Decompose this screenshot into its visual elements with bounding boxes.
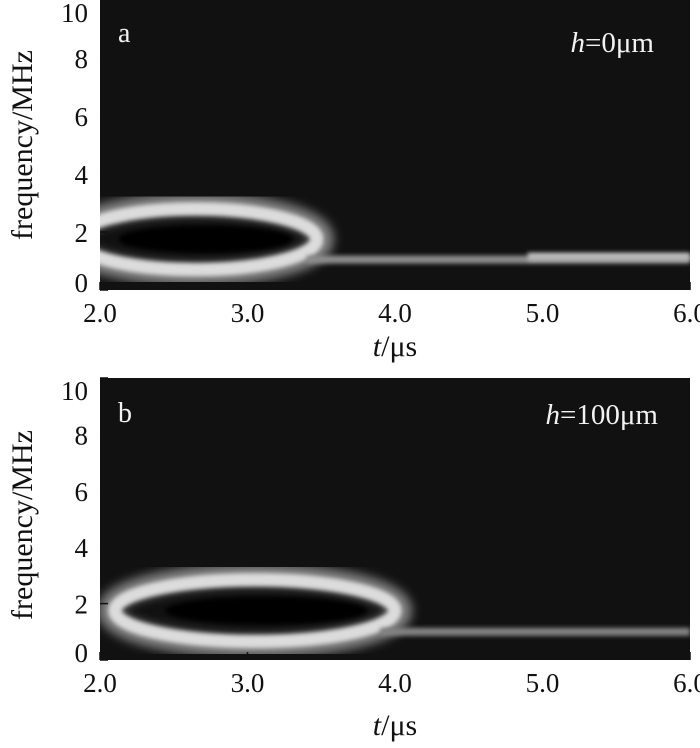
panel-a-ring-core <box>118 225 293 253</box>
panel-b-letter: b <box>118 398 132 429</box>
panel-b-annotation-value: =100μm <box>560 399 658 431</box>
panel-b-xtick-label: 2.0 <box>83 668 117 698</box>
panel-b-xtick-label: 5.0 <box>526 668 560 698</box>
panel-b-ring-feature <box>108 573 402 649</box>
panel-a-xtick-label: 3.0 <box>231 298 265 328</box>
panel-a-annotation-var: h <box>571 27 586 59</box>
panel-a-ytick-label: 10 <box>61 0 88 28</box>
panel-b-annotation-var: h <box>546 399 561 431</box>
panel-b-annotation: h=100μm <box>546 399 659 431</box>
panel-a-xlabel-unit: /μs <box>381 330 417 363</box>
panel-b-xtick-label: 3.0 <box>231 668 265 698</box>
panel-a-xlabel: t/μs <box>373 330 417 363</box>
panel-b-ticks: 2.0 3.0 4.0 5.0 6.0 0 2 4 6 8 10 <box>61 376 700 698</box>
panel-a-letter: a <box>118 18 131 49</box>
panel-a-ring-feature <box>100 202 324 277</box>
panel-b-ytick-label: 4 <box>75 533 89 563</box>
panel-a-ytick-label: 6 <box>75 102 89 132</box>
panel-a-annotation-value: =0μm <box>585 27 654 59</box>
panel-b: b h=100μm 2.0 3.0 4.0 5.0 6.0 0 2 4 6 8 10 frequen… <box>6 376 700 742</box>
panel-a-band-feature <box>306 255 690 264</box>
panel-a-ytick-label: 4 <box>75 160 89 190</box>
panel-b-ytick-label: 0 <box>75 638 89 668</box>
panel-b-spectrogram-marks <box>100 563 690 658</box>
panel-b-band-feature <box>380 627 690 636</box>
panel-a-xlabel-var: t <box>373 330 382 363</box>
panel-a-ytick-label: 8 <box>75 44 89 74</box>
panel-a-xtick-label: 4.0 <box>378 298 412 328</box>
panel-b-xtick-label: 6.0 <box>673 668 700 698</box>
panel-a-ticks: 2.0 3.0 4.0 5.0 6.0 0 2 4 6 8 10 <box>61 0 700 328</box>
panel-a-xtick-label: 6.0 <box>673 298 700 328</box>
panel-b-xlabel: t/μs <box>373 709 417 742</box>
panel-b-ytick-label: 8 <box>75 420 89 450</box>
panel-a-band-feature <box>527 252 690 261</box>
panel-a-ylabel: frequency/MHz <box>6 50 39 240</box>
panel-b-ytick-label: 10 <box>61 376 88 406</box>
panel-a-spectrogram-marks <box>100 192 690 286</box>
panel-b-ylabel: frequency/MHz <box>6 430 39 620</box>
panel-a-ytick-label: 2 <box>75 218 89 248</box>
panel-a-xtick-label: 5.0 <box>526 298 560 328</box>
panel-b-ytick-label: 6 <box>75 477 89 507</box>
panel-b-ytick-label: 2 <box>75 590 89 620</box>
panel-b-xtick-label: 4.0 <box>378 668 412 698</box>
panel-b-xlabel-var: t <box>373 709 382 742</box>
panel-b-ring-core <box>165 596 367 625</box>
panel-a: a h=0μm 2.0 3.0 4.0 5.0 6.0 0 2 4 6 8 10 frequency… <box>6 0 700 363</box>
panel-b-xlabel-unit: /μs <box>381 709 417 742</box>
panel-a-ytick-label: 0 <box>75 268 89 298</box>
panel-a-annotation: h=0μm <box>571 27 655 59</box>
panel-a-xtick-label: 2.0 <box>83 298 117 328</box>
